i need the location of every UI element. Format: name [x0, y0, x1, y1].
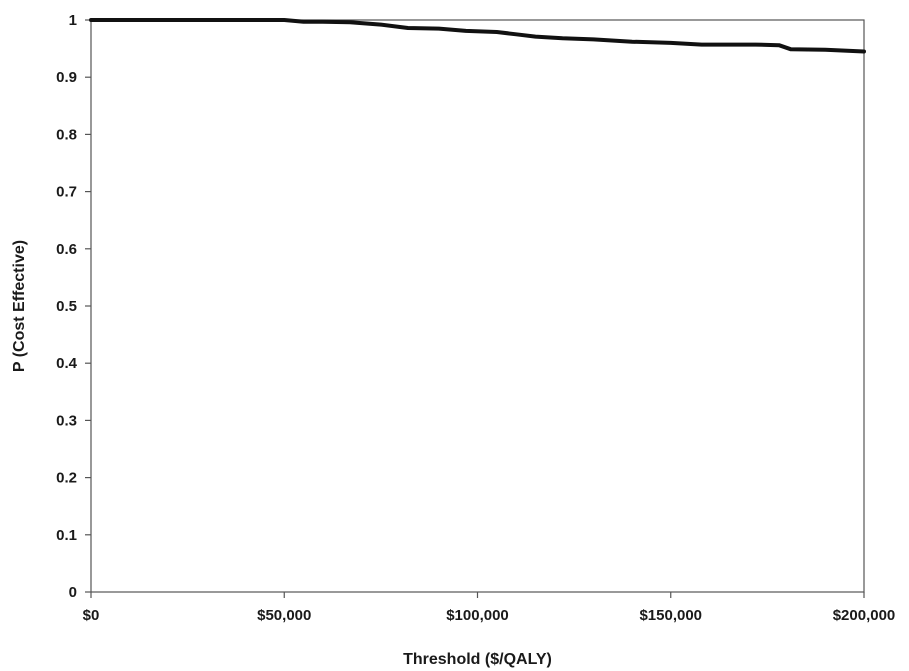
y-axis-ticks: 0 0.1 0.2 0.3 0.4 0.5 0.6 0.7 0.8 0.9 1 — [56, 12, 91, 601]
x-axis-title: Threshold ($/QALY) — [403, 651, 552, 668]
x-tick-label: $150,000 — [639, 607, 702, 624]
y-tick-label: 0.6 — [56, 241, 77, 258]
x-axis-ticks: $0 $50,000 $100,000 $150,000 $200,000 — [83, 592, 896, 624]
plot-border — [90, 19, 865, 593]
series-layer — [89, 18, 866, 54]
x-tick-label: $50,000 — [257, 607, 311, 624]
x-tick-label: $200,000 — [833, 607, 896, 624]
plot-area — [90, 19, 865, 593]
y-tick-label: 0.1 — [56, 527, 77, 544]
x-tick-label: $0 — [83, 607, 100, 624]
y-tick-label: 0.5 — [56, 298, 77, 315]
y-tick-label: 0.7 — [56, 184, 77, 201]
series-line — [89, 18, 866, 54]
y-tick-label: 0.4 — [56, 355, 78, 372]
y-tick-label: 0.9 — [56, 69, 77, 86]
y-tick-label: 0.3 — [56, 412, 77, 429]
y-tick-label: 1 — [69, 12, 77, 29]
y-tick-label: 0.2 — [56, 470, 77, 487]
y-tick-label: 0 — [69, 584, 77, 601]
y-tick-label: 0.8 — [56, 126, 77, 143]
y-axis-title: P (Cost Effective) — [11, 240, 28, 372]
x-tick-label: $100,000 — [446, 607, 509, 624]
